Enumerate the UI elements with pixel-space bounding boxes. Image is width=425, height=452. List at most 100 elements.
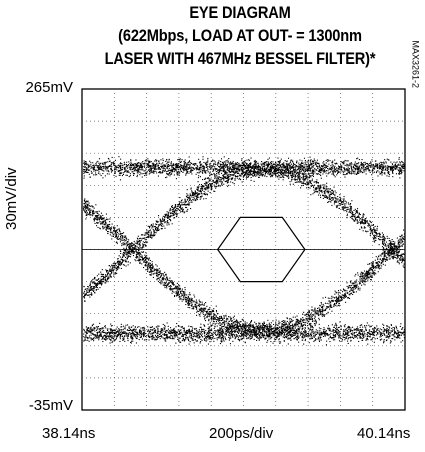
- trace-point: [250, 163, 252, 165]
- trace-point: [337, 169, 339, 171]
- trace-point: [135, 337, 137, 339]
- trace-point: [376, 229, 378, 231]
- trace-point: [266, 326, 268, 328]
- trace-point: [89, 284, 91, 286]
- trace-point: [351, 170, 353, 172]
- trace-point: [382, 243, 384, 245]
- trace-point: [194, 190, 196, 192]
- trace-point: [179, 332, 181, 334]
- trace-point: [152, 171, 154, 173]
- trace-point: [391, 330, 393, 332]
- trace-point: [182, 208, 184, 210]
- trace-point: [113, 226, 115, 228]
- trace-point: [282, 331, 284, 333]
- trace-point: [381, 170, 383, 172]
- trace-point: [324, 196, 326, 198]
- trace-point: [192, 306, 194, 308]
- trace-point: [95, 169, 97, 171]
- trace-point: [360, 271, 362, 273]
- trace-point: [158, 167, 160, 169]
- trace-point: [384, 173, 386, 175]
- trace-point: [145, 160, 147, 162]
- trace-point: [268, 164, 270, 166]
- trace-point: [311, 161, 313, 163]
- trace-point: [283, 177, 285, 179]
- trace-point: [310, 194, 312, 196]
- trace-point: [335, 330, 337, 332]
- trace-point: [135, 336, 137, 338]
- trace-point: [190, 168, 192, 170]
- trace-point: [357, 208, 359, 210]
- trace-point: [165, 333, 167, 335]
- trace-point: [212, 159, 214, 161]
- trace-point: [324, 309, 326, 311]
- trace-point: [193, 294, 195, 296]
- trace-point: [211, 186, 213, 188]
- trace-point: [122, 242, 124, 244]
- trace-point: [243, 164, 245, 166]
- trace-point: [385, 256, 387, 258]
- trace-point: [122, 329, 124, 331]
- trace-point: [214, 323, 216, 325]
- trace-point: [286, 168, 288, 170]
- trace-point: [386, 257, 388, 259]
- trace-point: [154, 228, 156, 230]
- trace-point: [120, 264, 122, 266]
- trace-point: [358, 332, 360, 334]
- trace-point: [352, 172, 354, 174]
- trace-point: [234, 178, 236, 180]
- trace-point: [285, 165, 287, 167]
- trace-point: [315, 190, 317, 192]
- trace-point: [386, 331, 388, 333]
- trace-point: [198, 171, 200, 173]
- trace-point: [347, 292, 349, 294]
- trace-point: [355, 163, 357, 165]
- trace-point: [213, 314, 215, 316]
- trace-point: [160, 219, 162, 221]
- trace-point: [222, 162, 224, 164]
- trace-point: [126, 261, 128, 263]
- trace-point: [383, 259, 385, 261]
- trace-point: [87, 286, 89, 288]
- trace-point: [119, 256, 121, 258]
- trace-point: [234, 172, 236, 174]
- trace-point: [247, 329, 249, 331]
- trace-point: [206, 317, 208, 319]
- trace-point: [186, 294, 188, 296]
- trace-point: [130, 159, 132, 161]
- trace-point: [368, 277, 370, 279]
- trace-point: [345, 334, 347, 336]
- trace-point: [328, 300, 330, 302]
- trace-point: [338, 290, 340, 292]
- trace-point: [196, 198, 198, 200]
- trace-point: [155, 329, 157, 331]
- trace-point: [176, 166, 178, 168]
- trace-point: [299, 166, 301, 168]
- trace-point: [190, 297, 192, 299]
- trace-point: [270, 164, 272, 166]
- trace-point: [276, 172, 278, 174]
- trace-point: [141, 238, 143, 240]
- trace-point: [136, 166, 138, 168]
- trace-point: [398, 263, 400, 265]
- trace-point: [318, 315, 320, 317]
- trace-point: [275, 319, 277, 321]
- chart-title-line-3: LASER WITH 467MHz BESSEL FILTER)*: [104, 49, 376, 68]
- trace-point: [227, 326, 229, 328]
- trace-point: [333, 186, 335, 188]
- trace-point: [185, 299, 187, 301]
- trace-point: [167, 214, 169, 216]
- trace-point: [378, 171, 380, 173]
- trace-point: [389, 240, 391, 242]
- trace-point: [174, 217, 176, 219]
- trace-point: [226, 168, 228, 170]
- trace-point: [382, 168, 384, 170]
- trace-point: [118, 255, 120, 257]
- trace-point: [126, 255, 128, 257]
- trace-point: [403, 253, 405, 255]
- trace-point: [174, 331, 176, 333]
- trace-point: [113, 335, 115, 337]
- trace-point: [193, 192, 195, 194]
- trace-point: [158, 166, 160, 168]
- trace-point: [159, 279, 161, 281]
